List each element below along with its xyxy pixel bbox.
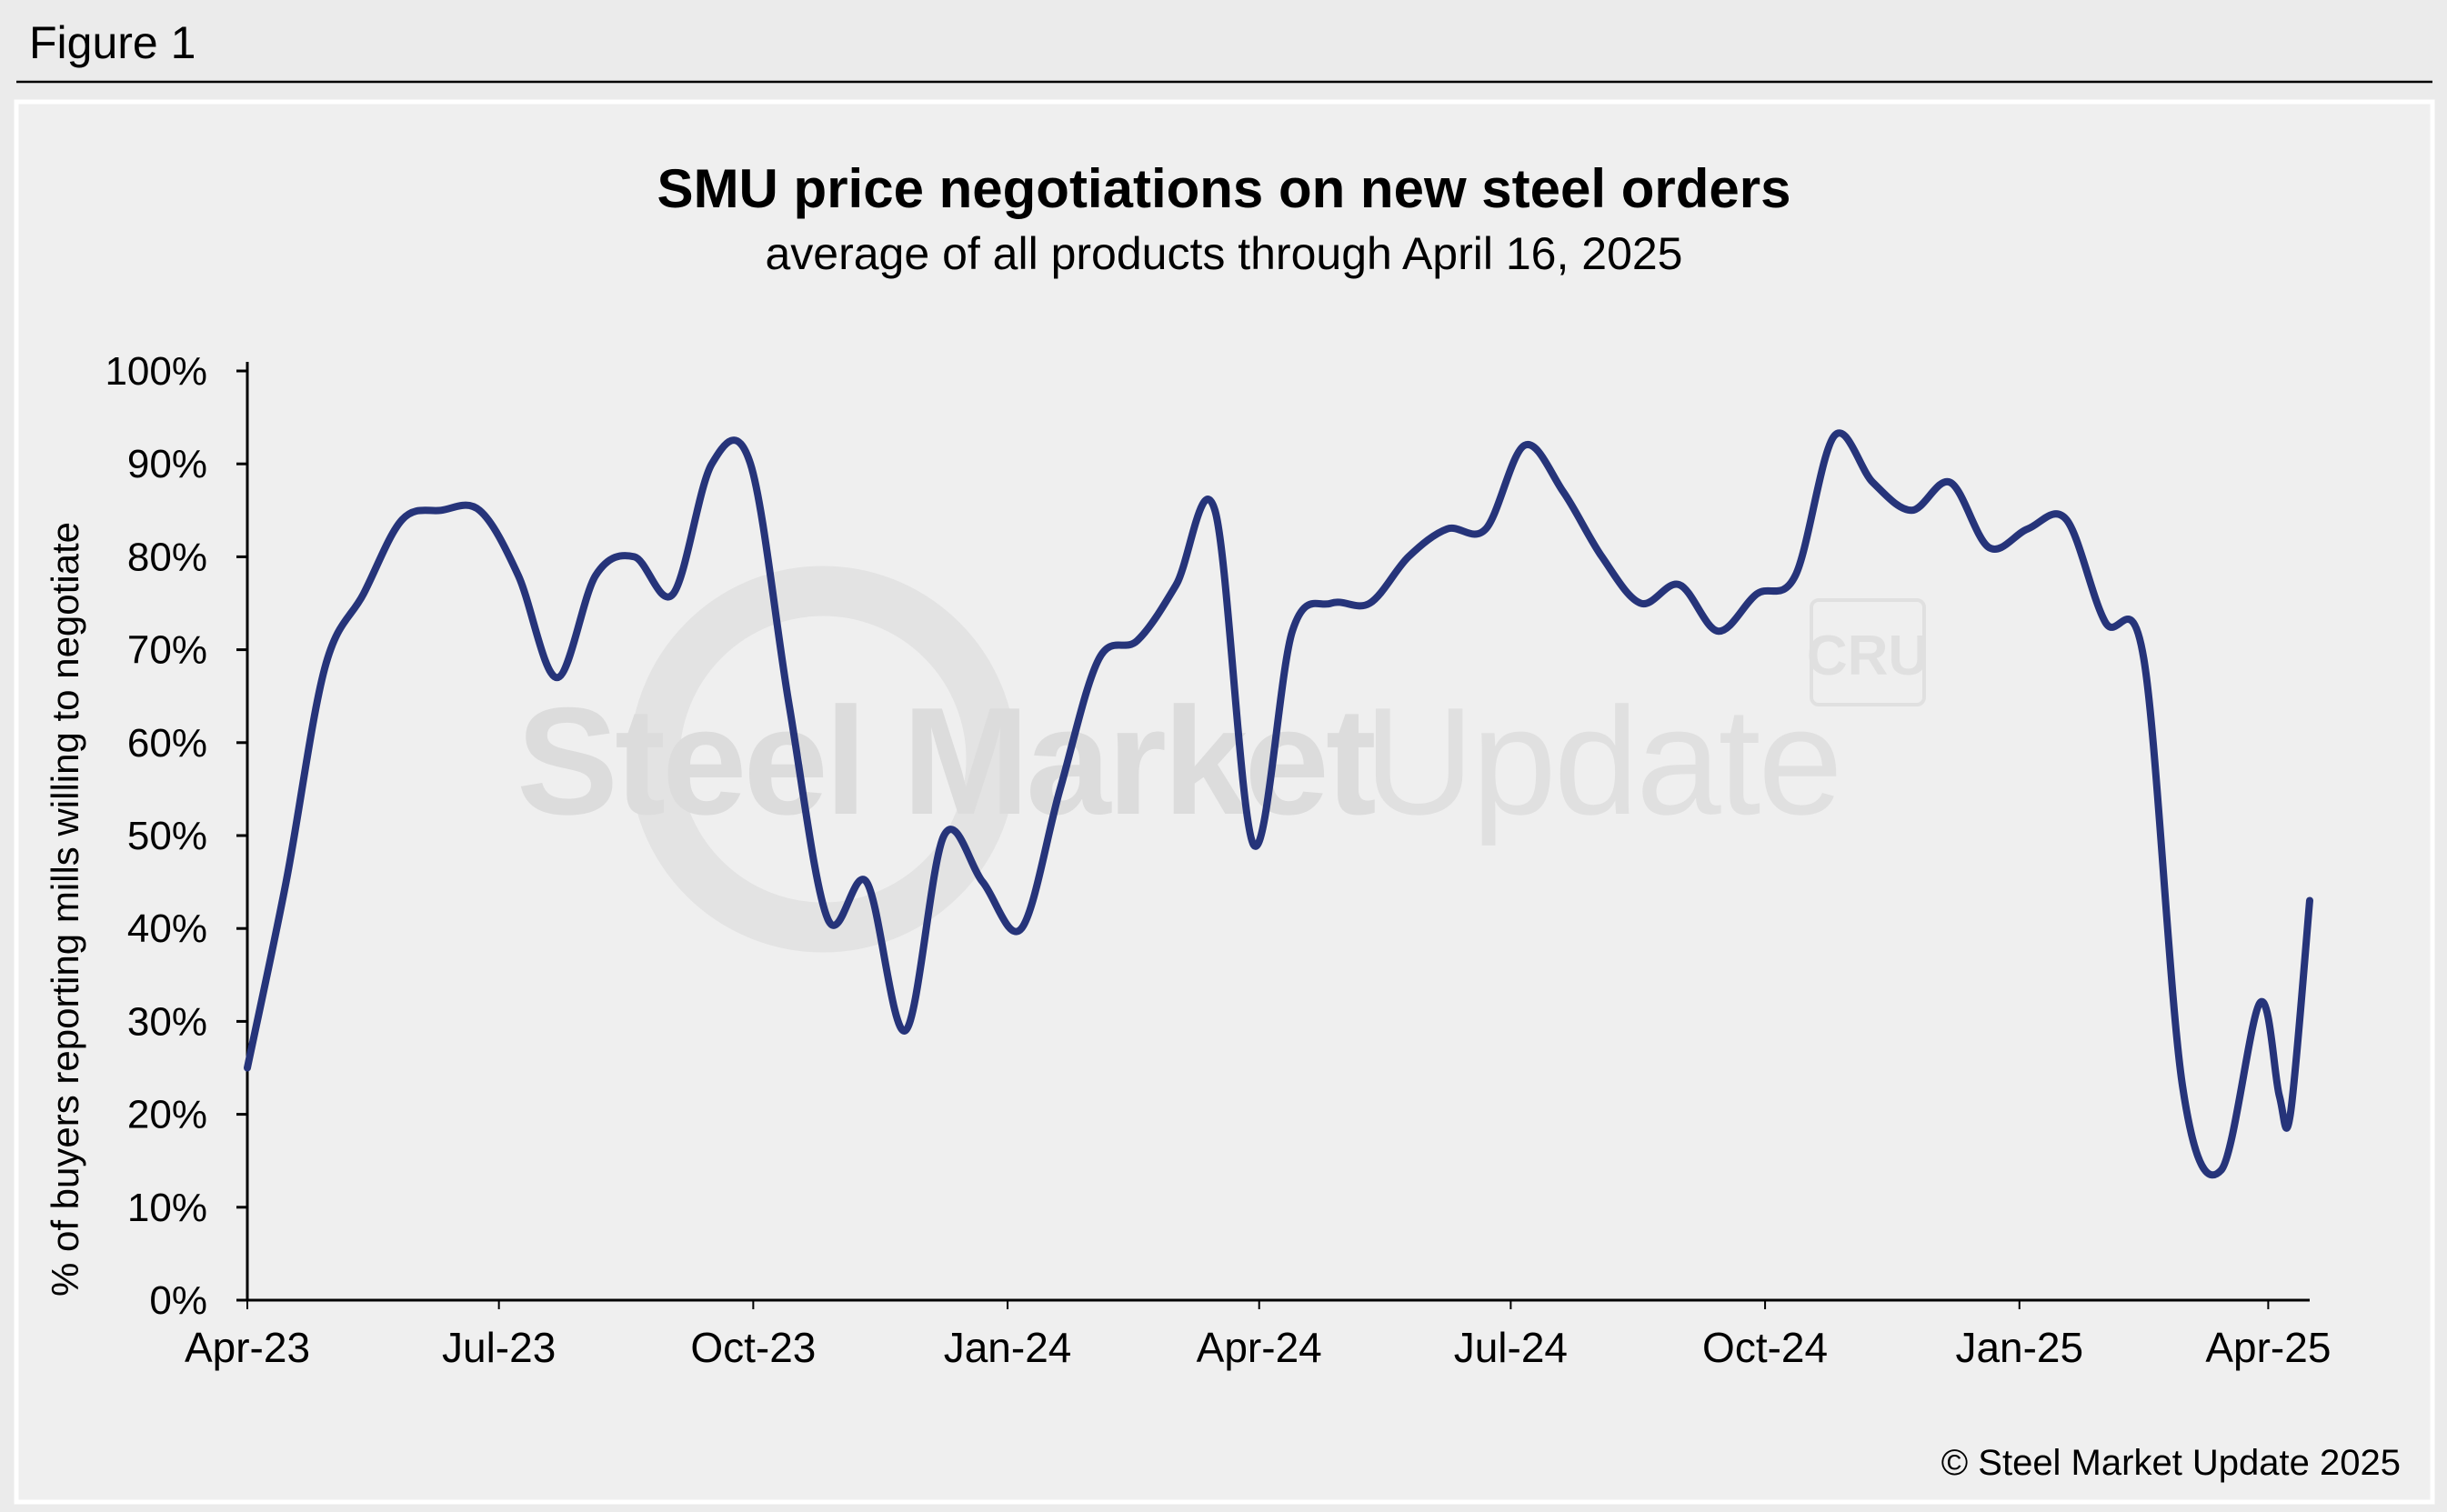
x-tick-label: Oct-24 [1702, 1324, 1828, 1371]
x-tick-label: Apr-24 [1197, 1324, 1322, 1371]
x-tick-label: Oct-23 [690, 1324, 816, 1371]
x-tick-label: Apr-23 [185, 1324, 310, 1371]
x-tick-label: Apr-25 [2205, 1324, 2331, 1371]
y-tick-label: 40% [127, 906, 207, 951]
y-tick-label: 30% [127, 999, 207, 1044]
y-tick-label: 100% [105, 349, 207, 394]
x-ticks: Apr-23 Jul-23 Oct-23 Jan-24 Apr-24 Jul-24 Oct-… [185, 1300, 2331, 1371]
y-tick-label: 90% [127, 442, 207, 486]
chart-subtitle: average of all products through April 16… [765, 228, 1682, 279]
x-tick-label: Jul-23 [442, 1324, 556, 1371]
x-tick-label: Jan-24 [944, 1324, 1072, 1371]
figure-label: Figure 1 [29, 17, 196, 68]
y-tick-label: 60% [127, 721, 207, 766]
y-tick-label: 20% [127, 1093, 207, 1137]
chart-title: SMU price negotiations on new steel orde… [657, 158, 1791, 219]
watermark-logo-text: CRU [1807, 625, 1929, 687]
watermark-brand-light: Update [1364, 676, 1840, 846]
y-axis-label: % of buyers reporting mills willing to n… [44, 522, 86, 1297]
x-tick-label: Jan-25 [1955, 1324, 2083, 1371]
watermark-logo-box [1810, 598, 1926, 706]
series-line [244, 429, 2313, 1179]
watermark-swoosh [629, 566, 1017, 953]
x-tick-label: Jul-24 [1454, 1324, 1568, 1371]
y-tick-label: 0% [149, 1278, 207, 1323]
chart-panel [14, 99, 2435, 1505]
y-tick-label: 10% [127, 1186, 207, 1230]
y-tick-label: 50% [127, 814, 207, 858]
y-ticks: 0% 10% 20% 30% 40% 50% 60% 70% 80% 90% 100% [105, 349, 247, 1323]
copyright: © Steel Market Update 2025 [1941, 1443, 2401, 1483]
y-tick-label: 80% [127, 535, 207, 579]
y-tick-label: 70% [127, 628, 207, 673]
